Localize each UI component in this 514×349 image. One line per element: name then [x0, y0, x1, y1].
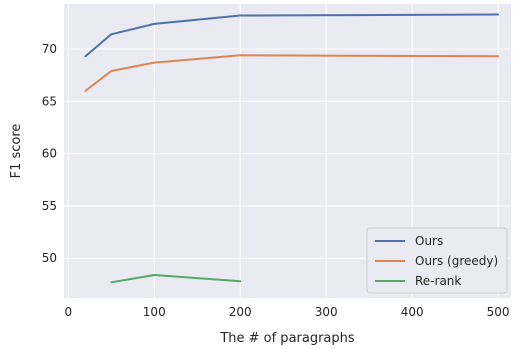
series-line-0 [84, 13, 500, 58]
series-line-2 [110, 274, 242, 284]
y-tick-label: 50 [42, 251, 57, 265]
legend: Ours Ours (greedy) Re-rank [366, 227, 508, 294]
y-axis-label: F1 score [9, 124, 24, 179]
x-axis-label: The # of paragraphs [219, 331, 355, 346]
legend-label-0: Ours [415, 234, 443, 248]
x-tick-label: 0 [64, 305, 72, 319]
x-tick-label: 100 [143, 305, 166, 319]
y-tick-label: 60 [42, 147, 57, 161]
series-line-1 [84, 54, 500, 92]
legend-label-1: Ours (greedy) [415, 254, 498, 268]
legend-label-2: Re-rank [415, 274, 461, 288]
series-lines [84, 13, 500, 284]
x-tick-label: 400 [401, 305, 424, 319]
x-tick-labels: 0 100 200 300 400 500 [64, 305, 509, 319]
x-tick-label: 200 [229, 305, 252, 319]
y-tick-labels: 50 55 60 65 70 [42, 42, 57, 265]
x-tick-label: 300 [315, 305, 338, 319]
x-tick-label: 500 [487, 305, 510, 319]
legend-box [366, 227, 508, 294]
y-tick-label: 65 [42, 94, 57, 108]
y-tick-label: 70 [42, 42, 57, 56]
y-tick-label: 55 [42, 199, 57, 213]
